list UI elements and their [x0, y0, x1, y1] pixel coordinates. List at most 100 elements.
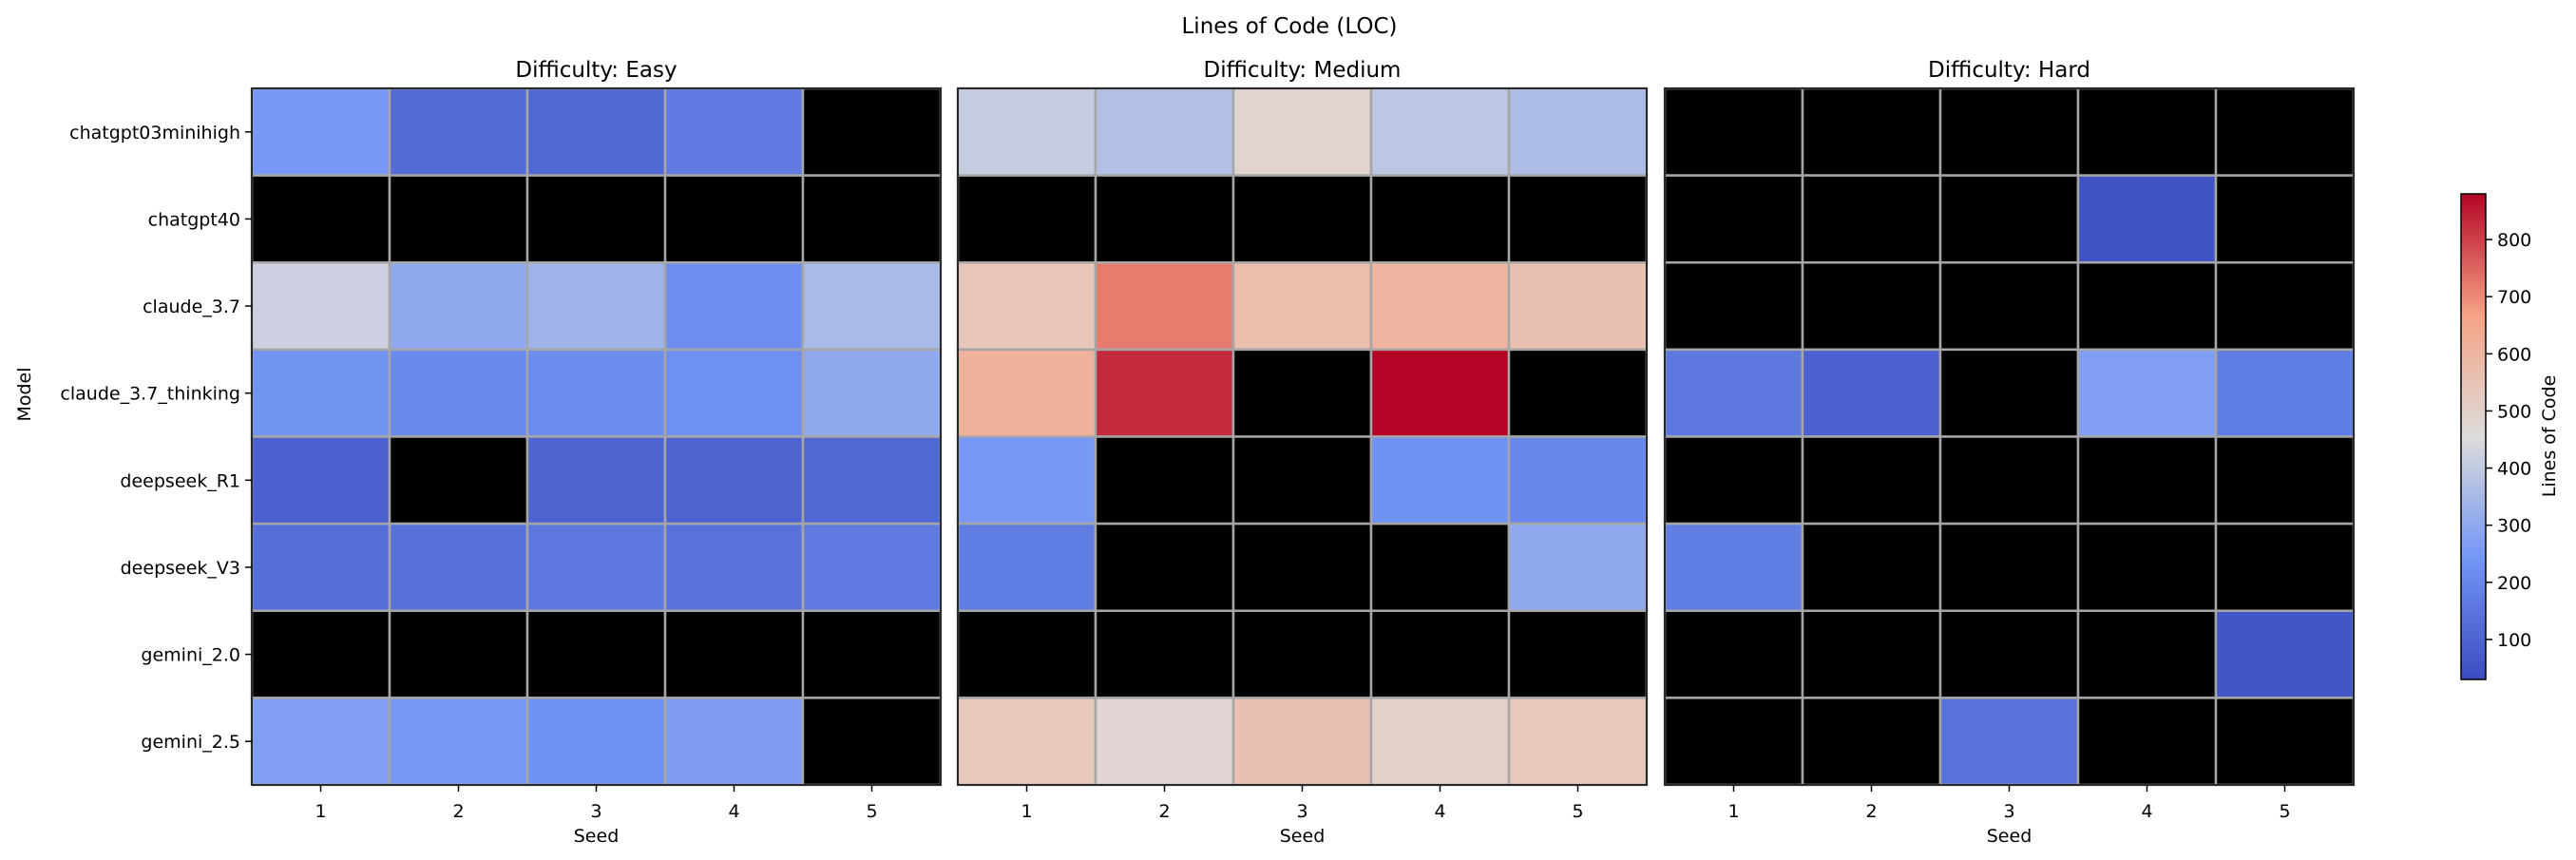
heatmap-cell — [388, 435, 529, 526]
x-tick-label: 5 — [1572, 801, 1583, 822]
heatmap-cell — [1231, 522, 1373, 612]
heatmap-cell — [1801, 261, 1942, 352]
heatmap-cell — [1369, 609, 1511, 699]
heatmap-cell — [1094, 522, 1235, 612]
x-tick-label: 5 — [2279, 801, 2290, 822]
panel-3: Difficulty: Hard 1 2 3 4 5 Seed — [1663, 58, 2356, 847]
heatmap-cell — [250, 86, 391, 177]
heatmap-cell — [663, 261, 805, 352]
panel-title: Difficulty: Hard — [1928, 58, 2090, 83]
x-tick-label: 3 — [2003, 801, 2014, 822]
heatmap-cell — [1507, 86, 1649, 177]
heatmap-cell — [663, 348, 805, 438]
heatmap-cell — [2076, 522, 2218, 612]
x-axis-label: Seed — [1987, 826, 2032, 847]
y-tick-label: deepseek_V3 — [121, 558, 240, 579]
heatmap-cell — [525, 86, 667, 177]
colorbar-tick-label: 300 — [2497, 516, 2531, 537]
x-tick-label: 1 — [1727, 801, 1739, 822]
heatmap-cell — [801, 86, 943, 177]
heatmap-cell — [525, 261, 667, 352]
y-tick-label: chatgpt03minihigh — [69, 123, 240, 143]
heatmap-cell — [1369, 697, 1511, 787]
x-tick-label: 4 — [728, 801, 739, 822]
heatmap-cell — [2076, 697, 2218, 787]
heatmap-cell — [956, 261, 1097, 352]
colorbar-tick-label: 200 — [2497, 573, 2531, 594]
heatmap-cell — [1507, 697, 1649, 787]
heatmap-cell — [1094, 174, 1235, 264]
heatmap-cell — [388, 86, 529, 177]
heatmap-cell — [525, 522, 667, 612]
heatmap-cell — [1938, 261, 2080, 352]
heatmap-cell — [388, 609, 529, 699]
heatmap-cell — [2076, 261, 2218, 352]
y-tick-label: claude_3.7 — [143, 296, 240, 317]
heatmap-cell — [1663, 609, 1804, 699]
colorbar: 100 200 300 400 500 600 700 800 Lines of Code — [2460, 193, 2560, 680]
heatmap-cell — [1801, 86, 1942, 177]
heatmap-cell — [663, 609, 805, 699]
heatmap-cell — [663, 86, 805, 177]
heatmap-cell — [250, 435, 391, 526]
heatmap-cell — [956, 348, 1097, 438]
heatmap-cell — [250, 609, 391, 699]
x-tick-label: 2 — [1865, 801, 1877, 822]
y-tick-label: deepseek_R1 — [120, 470, 240, 491]
heatmap-cell — [2214, 174, 2356, 264]
heatmap-cell — [1231, 609, 1373, 699]
heatmap-cell — [1663, 174, 1804, 264]
heatmap-cell — [388, 697, 529, 787]
heatmap-cell — [663, 174, 805, 264]
heatmap-cell — [1507, 348, 1649, 438]
panel-title: Difficulty: Medium — [1204, 58, 1402, 83]
heatmap-cell — [956, 697, 1097, 787]
heatmap-cell — [1231, 435, 1373, 526]
x-tick-label: 2 — [452, 801, 464, 822]
heatmap-cell — [2076, 435, 2218, 526]
colorbar-label: Lines of Code — [2539, 375, 2560, 498]
heatmap-cell — [801, 174, 943, 264]
heatmap-cell — [1938, 86, 2080, 177]
heatmap-cell — [1094, 261, 1235, 352]
x-tick-label: 1 — [315, 801, 326, 822]
heatmap-cell — [663, 435, 805, 526]
x-tick-label: 3 — [590, 801, 601, 822]
heatmap-cell — [388, 261, 529, 352]
x-tick-label: 4 — [2141, 801, 2152, 822]
heatmap-cell — [525, 697, 667, 787]
y-axis-label: Model — [14, 367, 35, 421]
heatmap-cell — [1938, 348, 2080, 438]
figure-title: Lines of Code (LOC) — [1181, 14, 1397, 39]
heatmap-cell — [2076, 609, 2218, 699]
heatmap-cell — [1507, 609, 1649, 699]
heatmap-cell — [2214, 261, 2356, 352]
heatmap-cell — [2214, 522, 2356, 612]
heatmap-cell — [1663, 697, 1804, 787]
heatmap-cell — [388, 348, 529, 438]
heatmap-cell — [801, 348, 943, 438]
heatmap-panels: Difficulty: Easy 1 2 3 4 5 Seed chatgpt03minihi… — [60, 58, 2356, 847]
heatmap-cell — [250, 174, 391, 264]
heatmap-cell — [1938, 435, 2080, 526]
heatmap-cell — [1231, 261, 1373, 352]
colorbar-tick-label: 500 — [2497, 401, 2531, 422]
heatmap-cell — [250, 261, 391, 352]
heatmap-cell — [1663, 435, 1804, 526]
heatmap-cell — [1663, 348, 1804, 438]
heatmap-cell — [1094, 348, 1235, 438]
heatmap-cell — [1369, 522, 1511, 612]
heatmap-cell — [2214, 435, 2356, 526]
heatmap-cell — [1663, 522, 1804, 612]
heatmap-cell — [1938, 522, 2080, 612]
heatmap-cell — [2214, 86, 2356, 177]
heatmap-cell — [525, 609, 667, 699]
heatmap-cell — [801, 435, 943, 526]
heatmap-cell — [801, 261, 943, 352]
heatmap-cell — [2076, 174, 2218, 264]
heatmap-cell — [1938, 697, 2080, 787]
heatmap-cell — [1938, 609, 2080, 699]
heatmap-cell — [1231, 86, 1373, 177]
heatmap-cell — [525, 435, 667, 526]
